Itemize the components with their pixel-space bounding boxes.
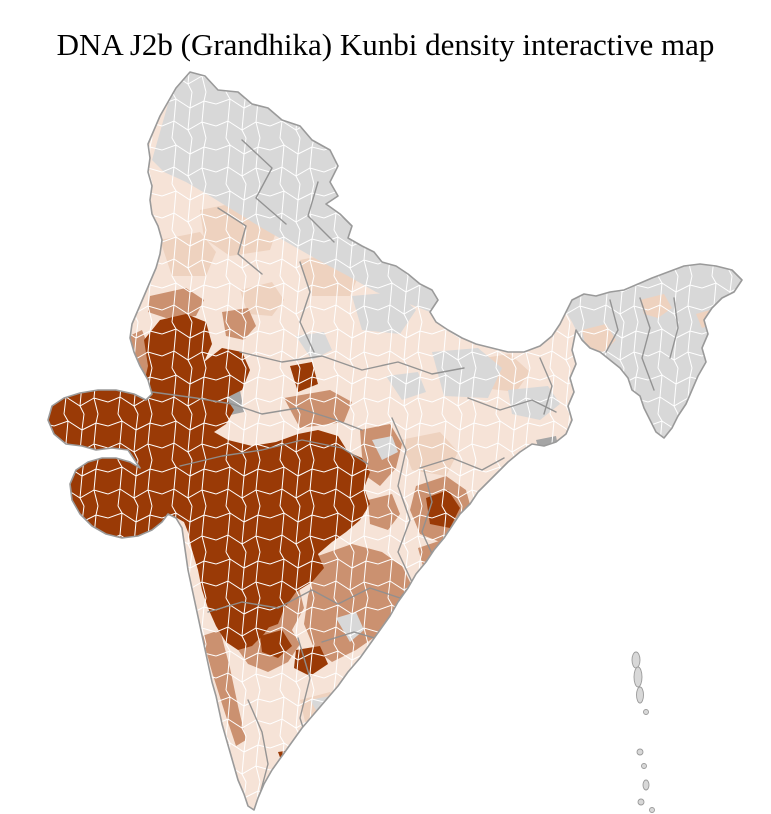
page-title: DNA J2b (Grandhika) Kunbi density intera… (56, 26, 715, 62)
district-borders-grid (48, 72, 742, 810)
andaman-nicobar-islands[interactable] (631, 651, 655, 813)
state-borders (151, 139, 679, 795)
